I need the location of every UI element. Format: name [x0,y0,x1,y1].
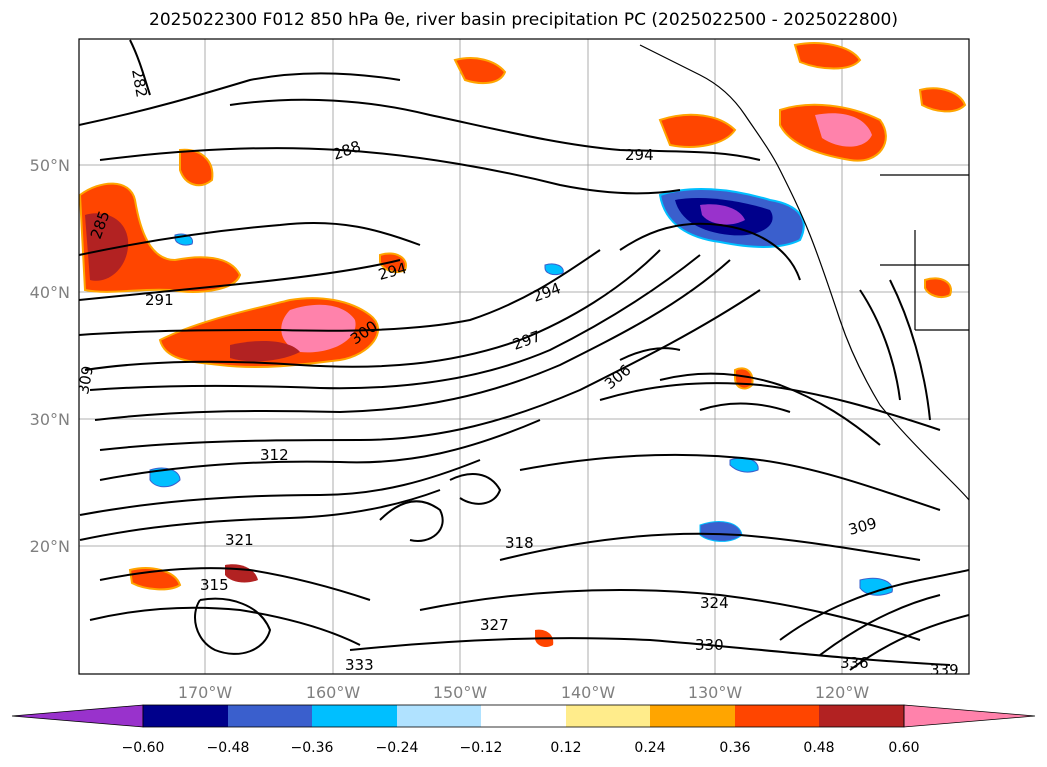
colorbar-tick: −0.60 [122,740,165,756]
precip-positive-shading [79,42,967,648]
colorbar-tick-labels: −0.60 −0.48 −0.36 −0.24 −0.12 0.12 0.24 … [122,740,920,756]
colorbar-segment [650,705,735,727]
latitude-labels: 50°N 40°N 30°N 20°N [30,156,70,556]
colorbar-tick: −0.24 [376,740,419,756]
lon-label: 150°W [433,683,488,702]
colorbar-tick: 0.36 [719,740,750,756]
colorbar-tick: 0.60 [888,740,919,756]
contour-label: 291 [145,291,174,309]
colorbar-tick: −0.36 [291,740,334,756]
lon-label: 170°W [178,683,233,702]
colorbar-tick: −0.12 [460,740,503,756]
lat-label: 30°N [30,410,70,429]
contour-label: 315 [200,576,229,594]
map-content: 282 285 288 291 294 294 294 297 300 306 … [74,39,969,679]
colorbar-tick: 0.12 [550,740,581,756]
longitude-labels: 170°W 160°W 150°W 140°W 130°W 120°W [178,683,870,702]
colorbar-segment [735,705,819,727]
contour-label: 312 [260,446,289,464]
colorbar-segment [143,705,228,727]
lat-label: 50°N [30,156,70,175]
lat-label: 40°N [30,283,70,302]
colorbar-tick: −0.48 [207,740,250,756]
contour-label: 294 [625,146,654,164]
contour-label: 336 [840,654,869,672]
colorbar-segment [481,705,566,727]
contour-label: 282 [128,68,151,99]
contour-label: 318 [505,534,534,552]
contour-label: 309 [74,364,97,395]
precip-negative-shading [149,188,893,596]
theta-e-contours [79,39,969,671]
colorbar-segment [397,705,481,727]
colorbar: −0.60 −0.48 −0.36 −0.24 −0.12 0.12 0.24 … [11,704,1036,756]
colorbar-tick: 0.48 [803,740,834,756]
colorbar-extend-max [903,704,1036,728]
colorbar-segment [819,705,904,727]
contour-label: 327 [480,616,509,634]
colorbar-segment [566,705,650,727]
lon-label: 160°W [306,683,361,702]
colorbar-outline [142,704,905,728]
contour-label: 330 [695,636,724,654]
colorbar-extend-min [11,704,144,728]
lon-label: 130°W [688,683,743,702]
lat-label: 20°N [30,537,70,556]
colorbar-segment [312,705,397,727]
colorbar-tick: 0.24 [634,740,665,756]
coastlines [639,44,969,501]
contour-label: 324 [700,594,729,612]
contour-label: 321 [225,531,254,549]
lon-label: 140°W [561,683,616,702]
map-title: 2025022300 F012 850 hPa θe, river basin … [149,10,898,30]
colorbar-segment [228,705,312,727]
lon-label: 120°W [815,683,870,702]
map-frame [78,38,970,675]
contour-label: 333 [345,656,374,674]
contour-label: 339 [930,661,959,679]
